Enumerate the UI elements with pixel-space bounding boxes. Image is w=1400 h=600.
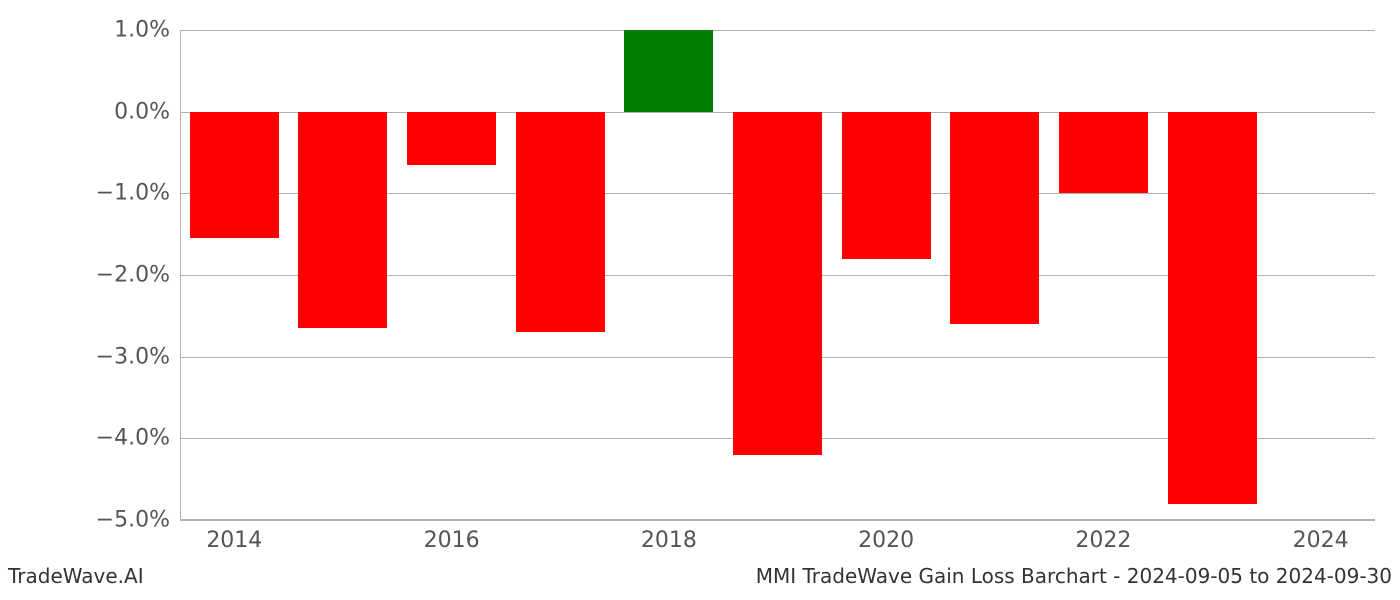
bar — [624, 30, 713, 112]
y-tick-label: 0.0% — [114, 99, 180, 124]
footer-brand: TradeWave.AI — [8, 564, 144, 588]
bar — [1168, 112, 1257, 504]
y-tick-label: −3.0% — [96, 344, 180, 369]
bar — [1059, 112, 1148, 194]
footer-caption: MMI TradeWave Gain Loss Barchart - 2024-… — [756, 564, 1392, 588]
plot-area: −5.0%−4.0%−3.0%−2.0%−1.0%0.0%1.0%2014201… — [180, 30, 1375, 520]
x-tick-label: 2020 — [858, 520, 914, 553]
bar — [950, 112, 1039, 324]
x-tick-label: 2016 — [424, 520, 480, 553]
x-tick-label: 2014 — [206, 520, 262, 553]
chart-container: { "chart": { "type": "bar", "canvas": { … — [0, 0, 1400, 600]
x-tick-label: 2022 — [1075, 520, 1131, 553]
bar — [733, 112, 822, 455]
x-tick-label: 2018 — [641, 520, 697, 553]
y-tick-label: −4.0% — [96, 426, 180, 451]
bar — [516, 112, 605, 333]
x-tick-label: 2024 — [1293, 520, 1349, 553]
gridline — [180, 30, 1375, 31]
bar — [298, 112, 387, 328]
gridline — [180, 520, 1375, 521]
y-tick-label: −1.0% — [96, 181, 180, 206]
y-tick-label: −2.0% — [96, 263, 180, 288]
y-tick-label: 1.0% — [114, 18, 180, 43]
y-tick-label: −5.0% — [96, 508, 180, 533]
bar — [407, 112, 496, 165]
bar — [842, 112, 931, 259]
bar — [190, 112, 279, 239]
